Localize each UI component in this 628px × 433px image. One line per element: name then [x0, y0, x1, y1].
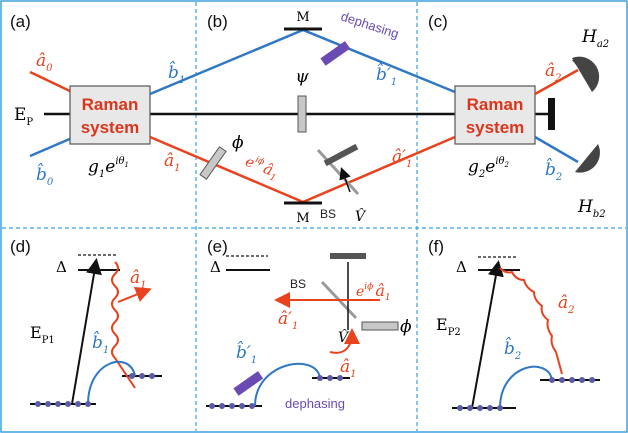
b1-prime-label: b̂′1 [376, 63, 397, 88]
e-a1-prime-label: â′1 [278, 309, 298, 332]
a1-prime-label: â′1 [392, 147, 412, 170]
d-b1-label: b̂1 [92, 331, 109, 356]
v-label-top: V̂ [355, 207, 367, 225]
phase-a1-label: eiϕâ1 [242, 152, 281, 184]
d-wavy-photon [111, 261, 136, 389]
e-incoming-beam [329, 328, 360, 354]
bs-label-top: BS [320, 207, 336, 221]
panel-label-e: (e) [207, 237, 228, 256]
panel-label-b: (b) [207, 12, 228, 31]
e-blocker [330, 253, 366, 259]
panel-label-d: (d) [10, 237, 31, 256]
f-pump-label: EP2 [436, 315, 461, 338]
a0-label: â0 [36, 51, 53, 74]
e-phase-a1-label: eiϕ â1 [356, 281, 391, 303]
phi-label: ϕ [232, 133, 244, 153]
d-pump-label: EP1 [30, 323, 55, 346]
e-bs-label: BS [290, 277, 306, 291]
b1-label: b̂1 [168, 61, 185, 86]
input-a0-beam [29, 70, 73, 94]
e-dephasing-element [233, 371, 264, 396]
mirror-top-label: M [296, 10, 309, 25]
d-atoms [35, 373, 155, 407]
mirror-bottom-label: M [296, 211, 309, 226]
raman-system-2-line1: Raman [467, 95, 524, 114]
f-b2-label: b̂2 [504, 337, 521, 362]
detector-a2-cap [572, 59, 597, 88]
beam-block [548, 98, 555, 130]
d-pump-arrow [71, 258, 102, 405]
psi-phase-shifter [297, 95, 307, 133]
g2-label: g2eiθ2 [468, 156, 510, 180]
e-delta: Δ [210, 258, 221, 276]
a2-label: â2 [545, 61, 562, 84]
detector-b2 [575, 144, 600, 173]
a2-output-beam [534, 68, 579, 96]
dephasing-label-top: dephasing [339, 9, 401, 42]
b2-label: b̂2 [545, 158, 562, 183]
f-delta: Δ [456, 258, 467, 276]
g1-label: g1eiθ1 [88, 156, 129, 180]
Ha2-label: Ha2 [581, 27, 609, 50]
d-a1-label: â1 [130, 268, 147, 291]
bs-blocker [323, 143, 359, 167]
d-a1-arrow [117, 287, 152, 303]
f-a2-label: â2 [558, 293, 575, 316]
e-b1-prime-label: b̂′1 [236, 341, 257, 366]
svg-text:eiϕâ1: eiϕâ1 [242, 152, 281, 184]
e-a1-bottom-label: â1 [340, 357, 357, 380]
d-delta: Δ [56, 258, 67, 276]
raman-system-1-line2: system [81, 118, 140, 137]
raman-system-1-line1: Raman [82, 95, 139, 114]
panel-label-c: (c) [428, 12, 448, 31]
e-phi-shifter [361, 321, 399, 331]
panel-label-a: (a) [10, 12, 31, 31]
pump-label: EP [14, 105, 33, 128]
f-spin-wave-arc [499, 365, 553, 409]
raman-system-2-line2: system [466, 118, 525, 137]
e-atoms [209, 375, 343, 409]
panel-label-f: (f) [428, 237, 444, 256]
input-b0-beam [29, 136, 73, 158]
raman-system-1-box [69, 85, 151, 145]
b0-label: b̂0 [36, 163, 54, 188]
f-pump-arrow [471, 260, 504, 409]
svg-text:eiϕâ1: eiϕâ1 [356, 281, 391, 303]
psi-label: ψ [295, 67, 309, 87]
f-atoms [457, 377, 595, 411]
raman-system-2-box [454, 85, 536, 145]
phi-phase-shifter [199, 146, 227, 180]
beam-splitter-top [316, 148, 360, 196]
dephasing-element-top [320, 41, 351, 66]
b2-output-beam [534, 135, 579, 164]
v-arrow-top [339, 167, 351, 193]
a1-label: â1 [164, 151, 181, 174]
d-spin-wave-arc [87, 360, 136, 405]
e-v-label: V̂ [338, 328, 350, 346]
e-dephasing-label: dephasing [285, 396, 345, 411]
e-spin-wave-arc [254, 362, 321, 407]
f-wavy-photon [499, 267, 563, 375]
Hb2-label: Hb2 [577, 197, 606, 220]
e-phi-label: ϕ [400, 317, 412, 337]
